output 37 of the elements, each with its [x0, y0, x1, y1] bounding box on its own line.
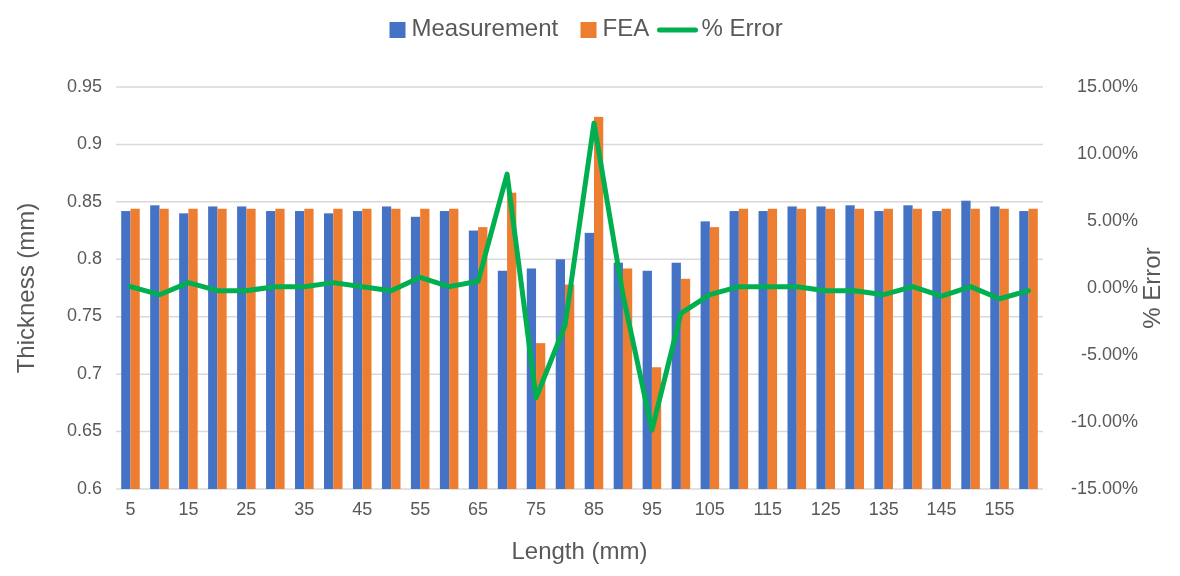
y2-tick-label: 10.00% — [1076, 142, 1138, 163]
y2-tick-label: 5.00% — [1086, 209, 1138, 230]
y-tick-label: 0.9 — [76, 133, 102, 154]
y2-tick-label: 15.00% — [1076, 75, 1138, 96]
x-tick-label: 15 — [178, 499, 199, 519]
y2-axis-title: % Error — [1138, 247, 1165, 329]
y2-tick-label: -10.00% — [1070, 410, 1138, 431]
y-tick-label: 0.6 — [76, 477, 102, 498]
x-tick-label: 5 — [125, 499, 136, 519]
y2-tick-label: -5.00% — [1080, 343, 1138, 364]
x-tick-label: 25 — [236, 499, 257, 519]
y-tick-label: 0.95 — [66, 75, 102, 96]
x-tick-label: 135 — [868, 499, 899, 519]
x-tick-label: 145 — [926, 499, 957, 519]
x-tick-label: 95 — [641, 499, 662, 519]
x-axis-title: Length (mm) — [511, 537, 648, 564]
y2-tick-label: 0.00% — [1086, 276, 1138, 297]
x-tick-label: 45 — [352, 499, 373, 519]
x-tick-label: 155 — [984, 499, 1015, 519]
y-tick-label: 0.65 — [66, 420, 102, 441]
y-tick-label: 0.7 — [76, 362, 102, 383]
x-tick-label: 115 — [753, 499, 783, 519]
x-tick-label: 75 — [526, 499, 547, 519]
y-tick-label: 0.75 — [66, 305, 102, 326]
x-tick-label: 105 — [694, 499, 725, 519]
legend-label: FEA — [602, 14, 650, 42]
x-tick-label: 125 — [810, 499, 841, 519]
x-tick-label: 65 — [468, 499, 489, 519]
x-tick-label: 85 — [583, 499, 604, 519]
x-tick-label: 55 — [410, 499, 431, 519]
y-tick-label: 0.8 — [76, 248, 102, 269]
legend-label: % Error — [701, 14, 783, 42]
y2-tick-label: -15.00% — [1070, 477, 1138, 498]
x-tick-label: 35 — [294, 499, 315, 519]
legend-label: Measurement — [411, 14, 559, 42]
y-axis-title: Thickness (mm) — [12, 202, 39, 374]
y-tick-label: 0.85 — [66, 190, 102, 211]
